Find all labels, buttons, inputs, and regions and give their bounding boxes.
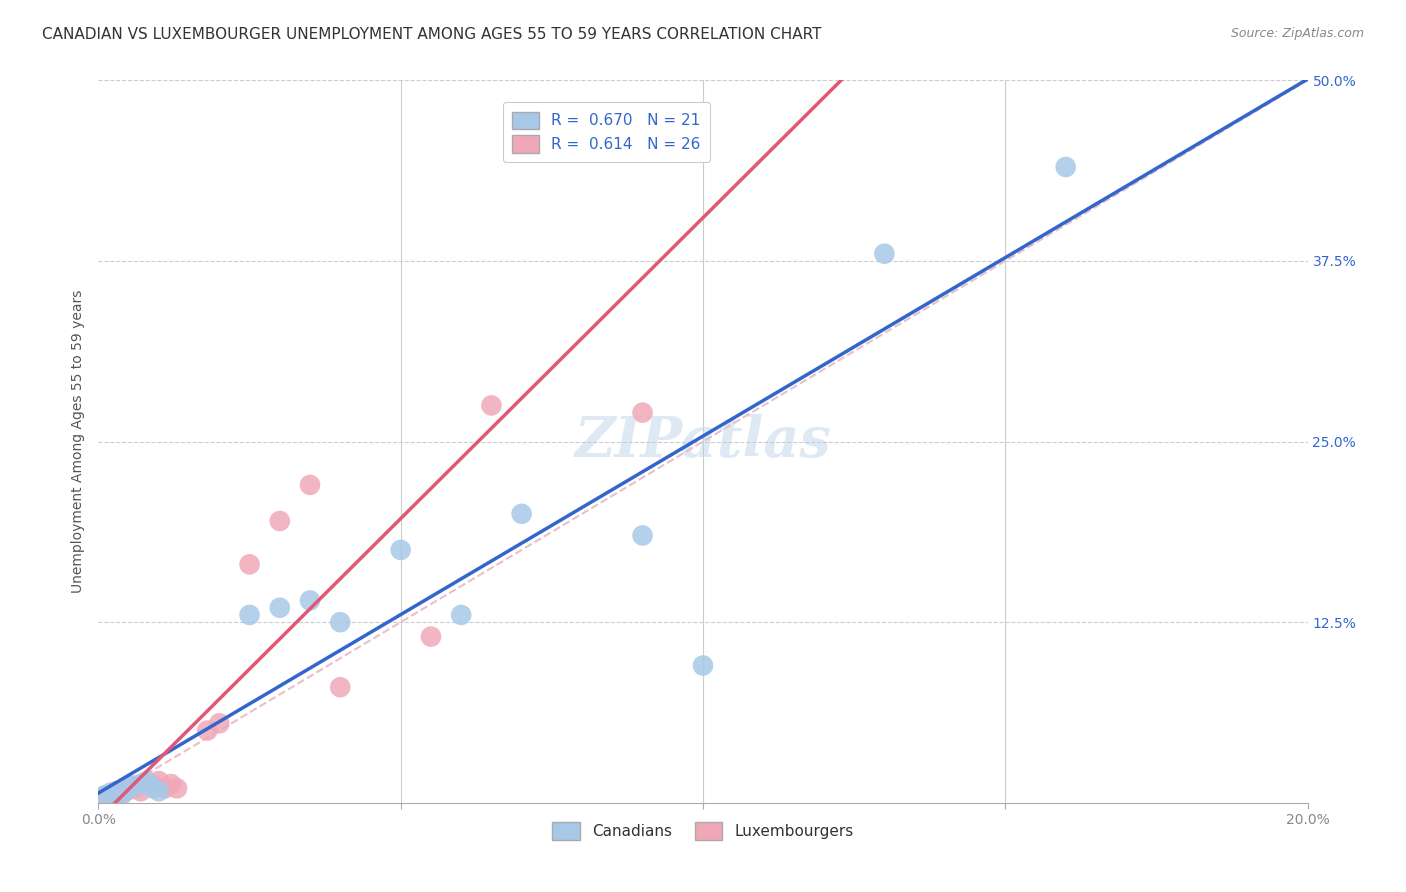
Point	[571, 138, 593, 153]
Point	[510, 507, 533, 521]
Point	[208, 716, 231, 731]
Point	[135, 777, 157, 791]
Point	[239, 558, 262, 572]
Point	[153, 781, 176, 796]
Point	[124, 781, 146, 796]
Point	[100, 786, 122, 800]
Point	[105, 784, 128, 798]
Point	[135, 774, 157, 789]
Point	[142, 781, 165, 796]
Point	[195, 723, 218, 738]
Point	[1054, 160, 1077, 174]
Point	[389, 542, 412, 557]
Point	[118, 781, 141, 796]
Point	[129, 784, 152, 798]
Point	[420, 630, 443, 644]
Point	[299, 478, 322, 492]
Point	[329, 615, 352, 630]
Point	[160, 777, 183, 791]
Point	[329, 680, 352, 694]
Point	[105, 784, 128, 798]
Point	[129, 777, 152, 791]
Point	[269, 514, 291, 528]
Point	[111, 787, 134, 801]
Point	[93, 789, 115, 803]
Text: CANADIAN VS LUXEMBOURGER UNEMPLOYMENT AMONG AGES 55 TO 59 YEARS CORRELATION CHAR: CANADIAN VS LUXEMBOURGER UNEMPLOYMENT AM…	[42, 27, 821, 42]
Point	[148, 784, 170, 798]
Point	[631, 528, 654, 542]
Point	[148, 774, 170, 789]
Point	[692, 658, 714, 673]
Point	[450, 607, 472, 622]
Point	[124, 779, 146, 793]
Text: Source: ZipAtlas.com: Source: ZipAtlas.com	[1230, 27, 1364, 40]
Point	[105, 787, 128, 801]
Y-axis label: Unemployment Among Ages 55 to 59 years: Unemployment Among Ages 55 to 59 years	[70, 290, 84, 593]
Point	[166, 781, 188, 796]
Point	[631, 406, 654, 420]
Point	[93, 789, 115, 803]
Text: ZIPatlas: ZIPatlas	[575, 414, 831, 469]
Point	[118, 779, 141, 793]
Point	[118, 782, 141, 797]
Point	[100, 790, 122, 805]
Point	[269, 600, 291, 615]
Point	[93, 791, 115, 805]
Point	[239, 607, 262, 622]
Legend: Canadians, Luxembourgers: Canadians, Luxembourgers	[546, 816, 860, 846]
Point	[142, 779, 165, 793]
Point	[111, 786, 134, 800]
Point	[873, 246, 896, 260]
Point	[481, 398, 503, 412]
Point	[299, 593, 322, 607]
